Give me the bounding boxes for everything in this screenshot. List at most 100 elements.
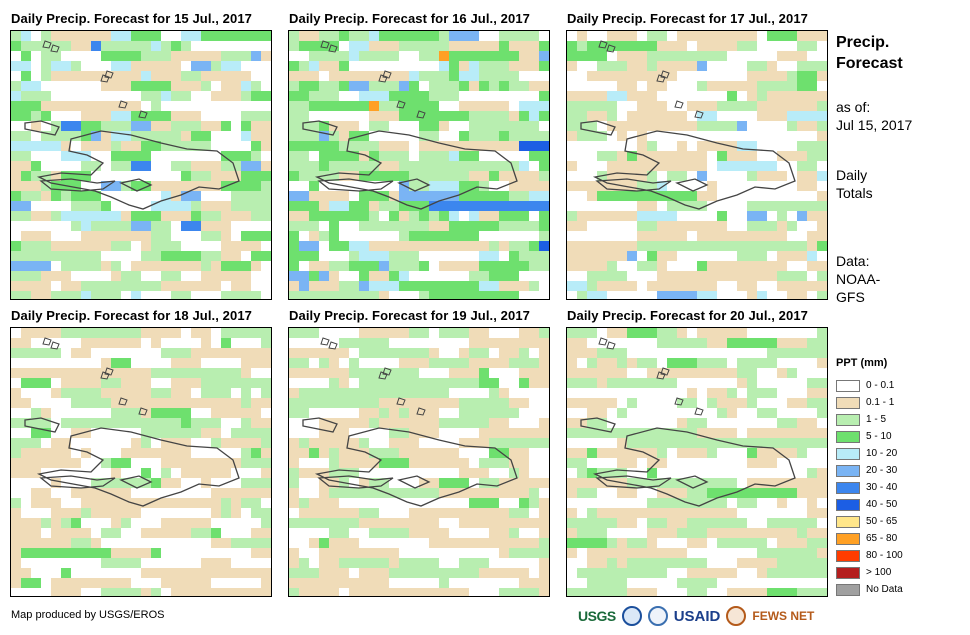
precip-cell: [349, 398, 359, 408]
precip-cell: [677, 528, 687, 538]
precip-cell: [369, 121, 379, 131]
precip-cell: [469, 241, 479, 251]
precip-cell: [807, 528, 817, 538]
precip-cell: [319, 368, 329, 378]
precip-cell: [587, 588, 597, 596]
precip-cell: [797, 31, 807, 41]
precip-cell: [221, 71, 231, 81]
precip-cell: [21, 438, 31, 448]
precip-cell: [261, 438, 271, 448]
precip-cell: [727, 31, 737, 41]
precip-cell: [519, 191, 529, 201]
precip-cell: [687, 398, 697, 408]
precip-cell: [141, 368, 151, 378]
precip-cell: [727, 161, 737, 171]
precip-cell: [597, 271, 607, 281]
precip-cell: [479, 161, 489, 171]
precip-cell: [319, 41, 329, 51]
precip-cell: [499, 221, 509, 231]
precip-cell: [597, 398, 607, 408]
precip-cell: [539, 348, 549, 358]
precip-cell: [121, 121, 131, 131]
precip-cell: [111, 418, 121, 428]
precip-cell: [51, 548, 61, 558]
precip-cell: [767, 448, 777, 458]
precip-cell: [241, 478, 251, 488]
precip-cell: [21, 458, 31, 468]
precip-cell: [797, 171, 807, 181]
precip-cell: [61, 568, 71, 578]
precip-cell: [429, 508, 439, 518]
precip-cell: [777, 151, 787, 161]
precip-cell: [241, 121, 251, 131]
precip-cell: [251, 548, 261, 558]
precip-cell: [509, 448, 519, 458]
precip-cell: [389, 41, 399, 51]
precip-cell: [587, 408, 597, 418]
precip-cell: [299, 111, 309, 121]
precip-cell: [11, 438, 21, 448]
precip-cell: [647, 328, 657, 338]
precip-cell: [637, 428, 647, 438]
precip-grid: [567, 31, 827, 299]
precip-cell: [11, 141, 21, 151]
precip-cell: [121, 558, 131, 568]
precip-cell: [81, 578, 91, 588]
precip-cell: [339, 261, 349, 271]
precip-cell: [181, 468, 191, 478]
precip-cell: [737, 378, 747, 388]
precip-cell: [429, 281, 439, 291]
islet-outline: [138, 110, 148, 119]
precip-cell: [687, 518, 697, 528]
precip-cell: [757, 221, 767, 231]
precip-cell: [111, 458, 121, 468]
precip-cell: [261, 538, 271, 548]
precip-cell: [61, 191, 71, 201]
precip-cell: [727, 518, 737, 528]
precip-cell: [757, 548, 767, 558]
precip-cell: [747, 141, 757, 151]
precip-cell: [101, 338, 111, 348]
precip-cell: [339, 398, 349, 408]
precip-cell: [181, 588, 191, 596]
precip-cell: [121, 388, 131, 398]
precip-cell: [529, 181, 539, 191]
precip-cell: [299, 241, 309, 251]
precip-cell: [469, 408, 479, 418]
precip-cell: [261, 398, 271, 408]
precip-cell: [419, 328, 429, 338]
precip-cell: [429, 588, 439, 596]
precip-cell: [777, 588, 787, 596]
precip-cell: [111, 161, 121, 171]
island-outline: [119, 475, 153, 489]
precip-cell: [687, 338, 697, 348]
precip-cell: [757, 61, 767, 71]
precip-cell: [399, 588, 409, 596]
precip-cell: [777, 91, 787, 101]
precip-cell: [101, 81, 111, 91]
precip-cell: [369, 201, 379, 211]
precip-cell: [489, 398, 499, 408]
precip-cell: [339, 31, 349, 41]
precip-cell: [717, 338, 727, 348]
precip-cell: [329, 398, 339, 408]
precip-cell: [687, 161, 697, 171]
precip-cell: [111, 121, 121, 131]
precip-cell: [251, 488, 261, 498]
precip-cell: [349, 388, 359, 398]
precip-cell: [389, 191, 399, 201]
precip-cell: [777, 271, 787, 281]
precip-cell: [777, 241, 787, 251]
islet-outline: [378, 371, 388, 380]
precip-cell: [807, 121, 817, 131]
precip-cell: [757, 428, 767, 438]
precip-cell: [647, 538, 657, 548]
precip-cell: [101, 121, 111, 131]
precip-cell: [141, 71, 151, 81]
precip-cell: [667, 528, 677, 538]
precip-cell: [767, 558, 777, 568]
precip-cell: [787, 291, 797, 299]
precip-cell: [11, 91, 21, 101]
precip-cell: [727, 588, 737, 596]
precip-cell: [339, 378, 349, 388]
